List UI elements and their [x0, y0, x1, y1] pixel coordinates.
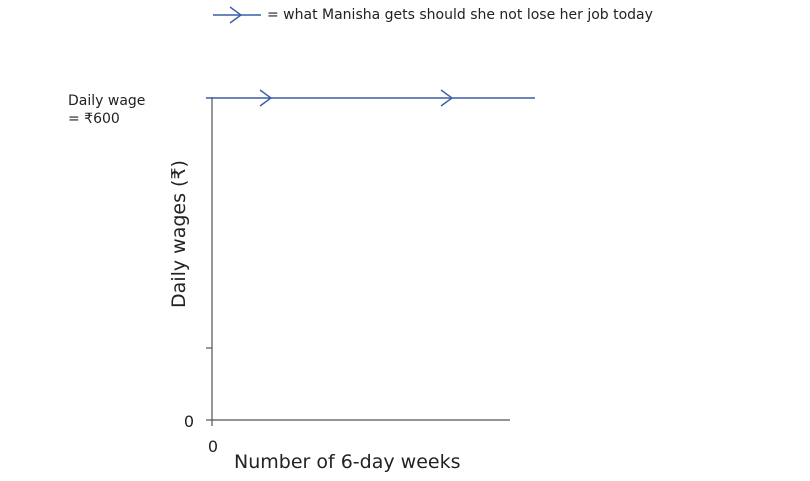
wage-annotation-line-1: Daily wage: [68, 93, 145, 109]
legend-arrow-line-symbol: [213, 6, 261, 24]
legend-text: = what Manisha gets should she not lose …: [267, 7, 653, 23]
series-0: [206, 89, 535, 107]
axes: [206, 97, 510, 426]
legend-arrow: [229, 6, 243, 24]
series-layer: [206, 89, 535, 107]
x-origin-label: 0: [208, 437, 218, 456]
legend: = what Manisha gets should she not lose …: [213, 6, 653, 24]
y-axis-title: Daily wages (₹): [168, 160, 190, 308]
y-origin-label: 0: [184, 412, 194, 431]
wage-annotation: Daily wage = ₹600: [68, 93, 145, 127]
wage-line-arrow-2: [440, 89, 454, 107]
wage-line-arrow-1: [259, 89, 273, 107]
x-axis-title: Number of 6-day weeks: [234, 451, 460, 473]
wage-annotation-line-2: = ₹600: [68, 111, 120, 127]
